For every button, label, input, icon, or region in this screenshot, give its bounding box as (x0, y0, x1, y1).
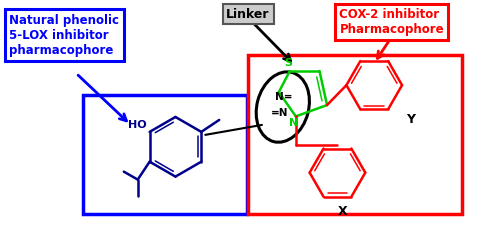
Bar (83, 95, 247, 214)
Text: =N: =N (271, 108, 288, 118)
Text: N=: N= (275, 92, 292, 102)
Text: HO: HO (128, 120, 146, 130)
Text: X: X (338, 205, 347, 218)
Bar (248, 55, 462, 214)
Ellipse shape (256, 72, 310, 142)
Text: N: N (289, 118, 298, 128)
Text: Y: Y (406, 113, 415, 126)
Text: Linker: Linker (226, 8, 270, 21)
Text: S: S (284, 58, 292, 68)
Text: Natural phenolic
5-LOX inhibitor
pharmacophore: Natural phenolic 5-LOX inhibitor pharmac… (10, 14, 120, 57)
Text: COX-2 inhibitor
Pharmacophore: COX-2 inhibitor Pharmacophore (340, 8, 444, 36)
